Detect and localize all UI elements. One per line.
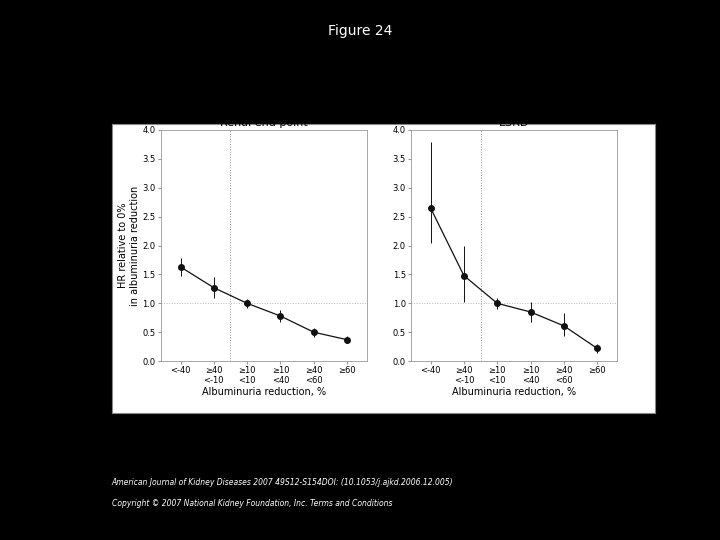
Title: Renal end point: Renal end point (220, 118, 307, 128)
Text: Copyright © 2007 National Kidney Foundation, Inc. Terms and Conditions: Copyright © 2007 National Kidney Foundat… (112, 500, 392, 509)
Text: American Journal of Kidney Diseases 2007 49S12-S154DOI: (10.1053/j.ajkd.2006.12.: American Journal of Kidney Diseases 2007… (112, 478, 453, 487)
Title: ESRD: ESRD (499, 118, 529, 128)
Text: Figure 24: Figure 24 (328, 24, 392, 38)
X-axis label: Albuminuria reduction, %: Albuminuria reduction, % (202, 387, 326, 397)
X-axis label: Albuminuria reduction, %: Albuminuria reduction, % (452, 387, 576, 397)
Y-axis label: HR relative to 0%
in albuminuria reduction: HR relative to 0% in albuminuria reducti… (118, 185, 140, 306)
